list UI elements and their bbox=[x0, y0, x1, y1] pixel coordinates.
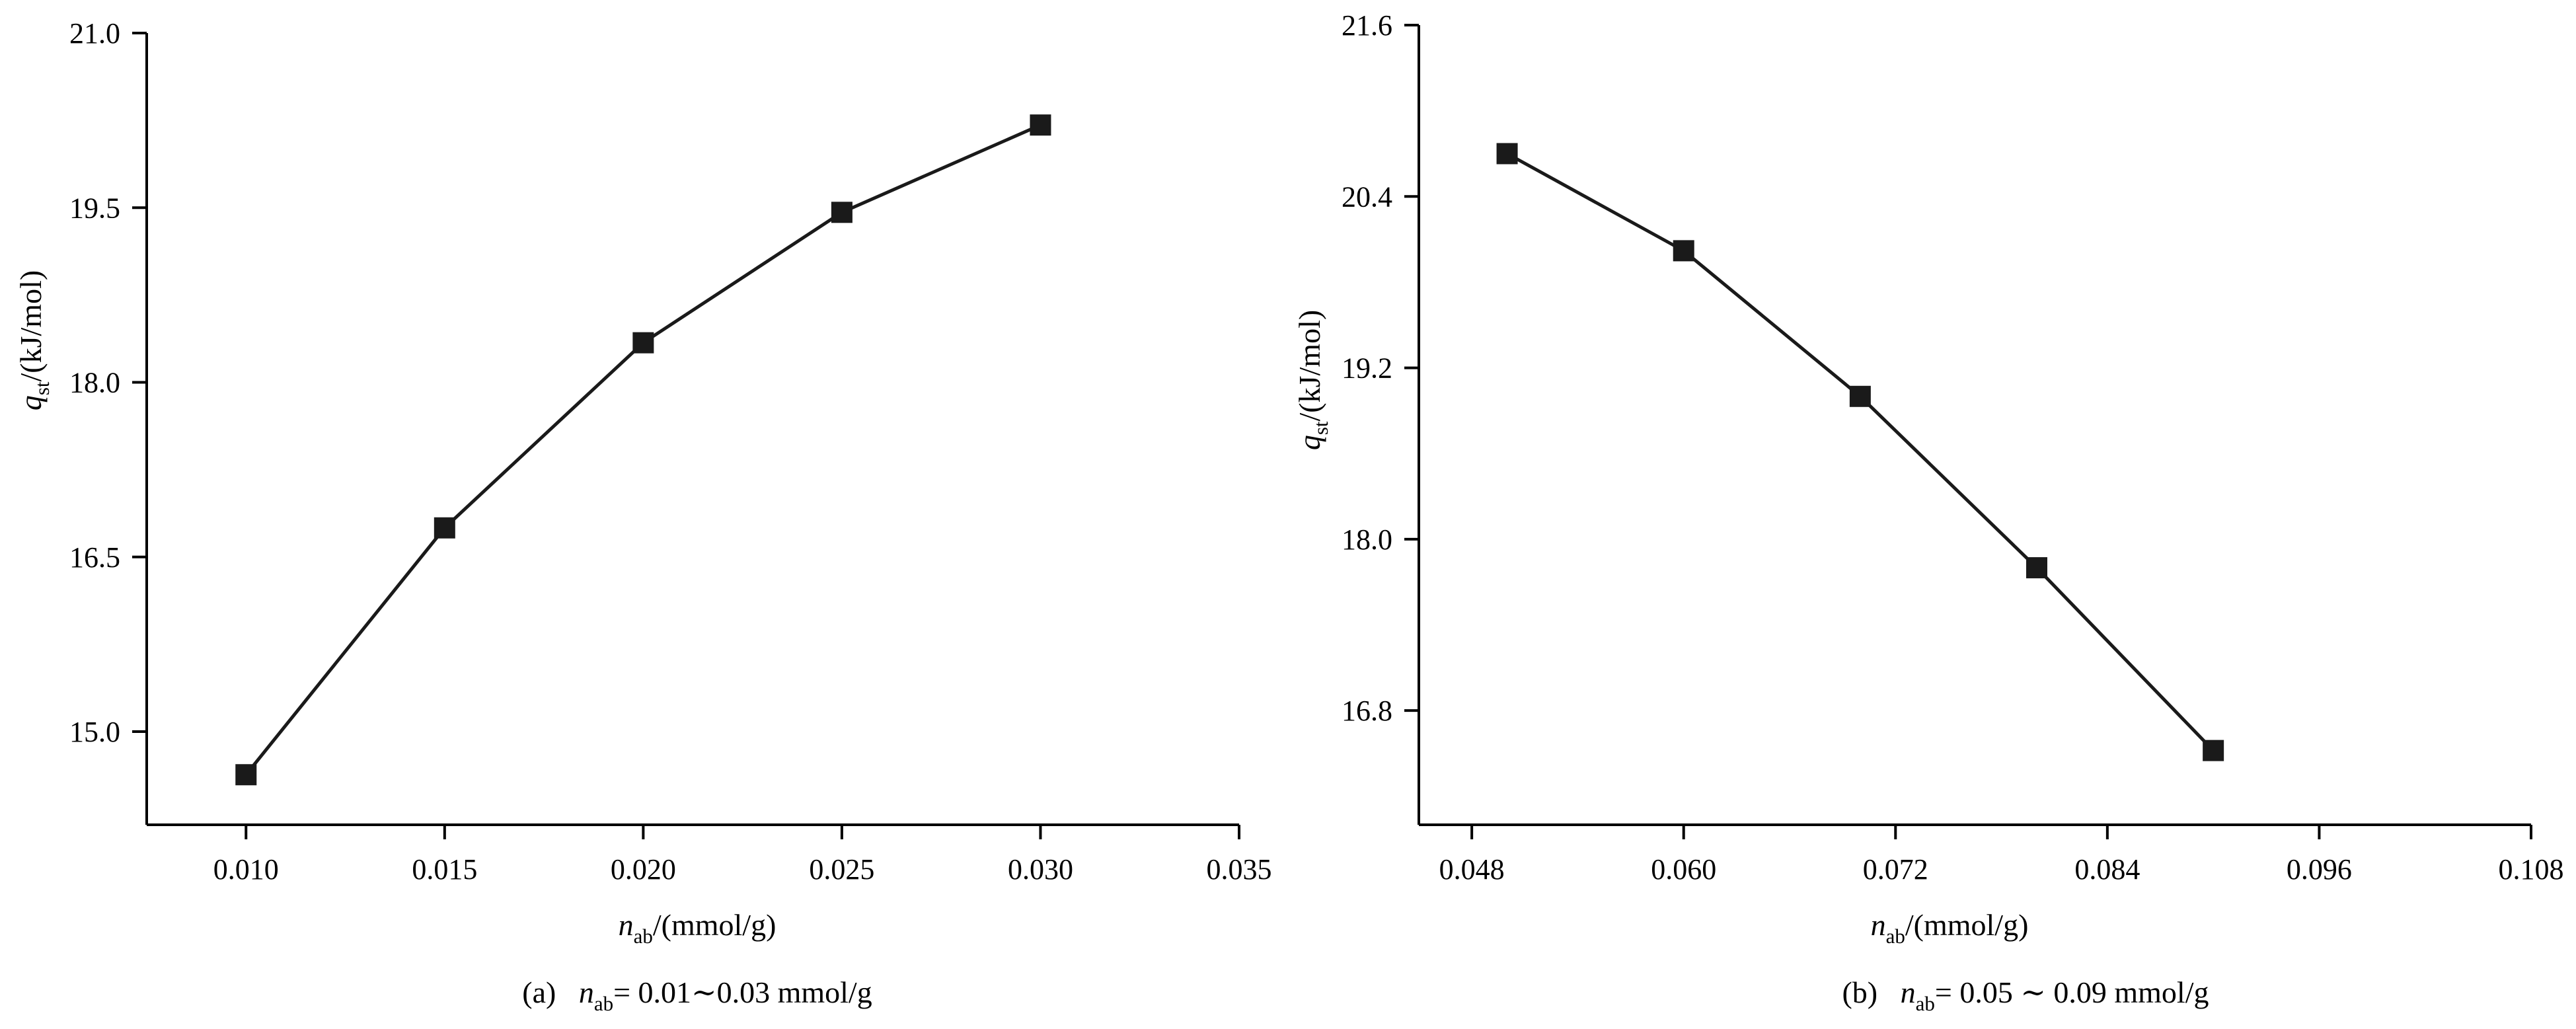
x-tick-label: 0.096 bbox=[2287, 853, 2352, 886]
x-tick-label: 0.015 bbox=[412, 853, 477, 886]
x-axis-unit: /(mmol/g) bbox=[653, 908, 777, 942]
data-point-marker bbox=[1496, 143, 1518, 165]
y-axis-unit: /(kJ/mol) bbox=[1293, 310, 1326, 422]
x-axis-sub: ab bbox=[1886, 925, 1905, 948]
caption-text: = 0.05 ∼ 0.09 mmol/g bbox=[1935, 975, 2209, 1009]
x-axis-title: nab/(mmol/g) bbox=[619, 908, 777, 948]
x-axis-var: n bbox=[1871, 908, 1886, 942]
data-point-marker bbox=[1030, 114, 1051, 136]
caption-sub: ab bbox=[1916, 992, 1935, 1015]
data-point-marker bbox=[2026, 557, 2047, 579]
y-axis-var: q bbox=[14, 395, 48, 410]
y-axis-unit: /(kJ/mol) bbox=[14, 270, 48, 382]
data-point-marker bbox=[235, 764, 257, 786]
y-tick-label: 21.6 bbox=[1342, 9, 1392, 42]
x-tick-label: 0.035 bbox=[1207, 853, 1272, 886]
x-tick-label: 0.025 bbox=[809, 853, 874, 886]
caption-tag: (a) bbox=[522, 975, 556, 1009]
x-tick-label: 0.030 bbox=[1008, 853, 1073, 886]
y-tick-label: 19.2 bbox=[1342, 352, 1392, 385]
chart-caption: (b) nab= 0.05 ∼ 0.09 mmol/g bbox=[1842, 975, 2209, 1015]
svg-text:qst/(kJ/mol): qst/(kJ/mol) bbox=[1293, 310, 1332, 450]
svg-text:qst/(kJ/mol): qst/(kJ/mol) bbox=[14, 270, 54, 410]
y-tick-label: 19.5 bbox=[69, 192, 120, 224]
x-tick-label: 0.048 bbox=[1439, 853, 1505, 886]
y-tick-label: 18.0 bbox=[1342, 523, 1392, 556]
y-tick-label: 21.0 bbox=[69, 17, 120, 50]
x-tick-label: 0.072 bbox=[1863, 853, 1928, 886]
chart-panel-a: qst/(kJ/mol) nab/(mmol/g) (a) nab= 0.01∼… bbox=[14, 17, 1272, 1015]
x-axis-unit: /(mmol/g) bbox=[1905, 908, 2029, 942]
data-point-marker bbox=[434, 517, 455, 539]
x-tick-label: 0.010 bbox=[213, 853, 279, 886]
y-axis-var: q bbox=[1293, 435, 1326, 450]
x-axis-title: nab/(mmol/g) bbox=[1871, 908, 2029, 948]
chart-panel-b: qst/(kJ/mol) nab/(mmol/g) (b) nab= 0.05 … bbox=[1293, 9, 2564, 1015]
series-line bbox=[245, 123, 1042, 776]
x-tick-label: 0.020 bbox=[611, 853, 676, 886]
y-tick-label: 18.0 bbox=[69, 367, 120, 399]
y-axis-sub: st bbox=[1309, 421, 1332, 435]
y-tick-label: 16.5 bbox=[69, 541, 120, 574]
x-axis-sub: ab bbox=[634, 925, 653, 948]
data-point-marker bbox=[831, 202, 852, 223]
caption-tag: (b) bbox=[1842, 975, 1877, 1009]
x-tick-label: 0.084 bbox=[2074, 853, 2140, 886]
caption-var: n bbox=[579, 975, 594, 1009]
caption-var: n bbox=[1901, 975, 1916, 1009]
caption-sub: ab bbox=[594, 992, 613, 1015]
data-point-marker bbox=[2203, 740, 2224, 761]
y-tick-label: 20.4 bbox=[1342, 180, 1392, 213]
y-axis-sub: st bbox=[30, 381, 54, 395]
data-point-marker bbox=[632, 332, 654, 354]
y-tick-label: 15.0 bbox=[69, 716, 120, 748]
x-tick-label: 0.108 bbox=[2499, 853, 2564, 886]
x-axis-var: n bbox=[619, 908, 634, 942]
y-axis-title: qst/(kJ/mol) bbox=[14, 270, 54, 410]
x-tick-label: 0.060 bbox=[1651, 853, 1716, 886]
y-axis-title: qst/(kJ/mol) bbox=[1293, 310, 1332, 450]
caption-text: = 0.01∼0.03 mmol/g bbox=[613, 975, 872, 1009]
data-point-marker bbox=[1673, 240, 1694, 262]
chart-caption: (a) nab= 0.01∼0.03 mmol/g bbox=[522, 975, 872, 1015]
data-point-marker bbox=[1849, 385, 1871, 407]
y-tick-label: 16.8 bbox=[1342, 695, 1392, 727]
series-line bbox=[1506, 152, 2215, 752]
